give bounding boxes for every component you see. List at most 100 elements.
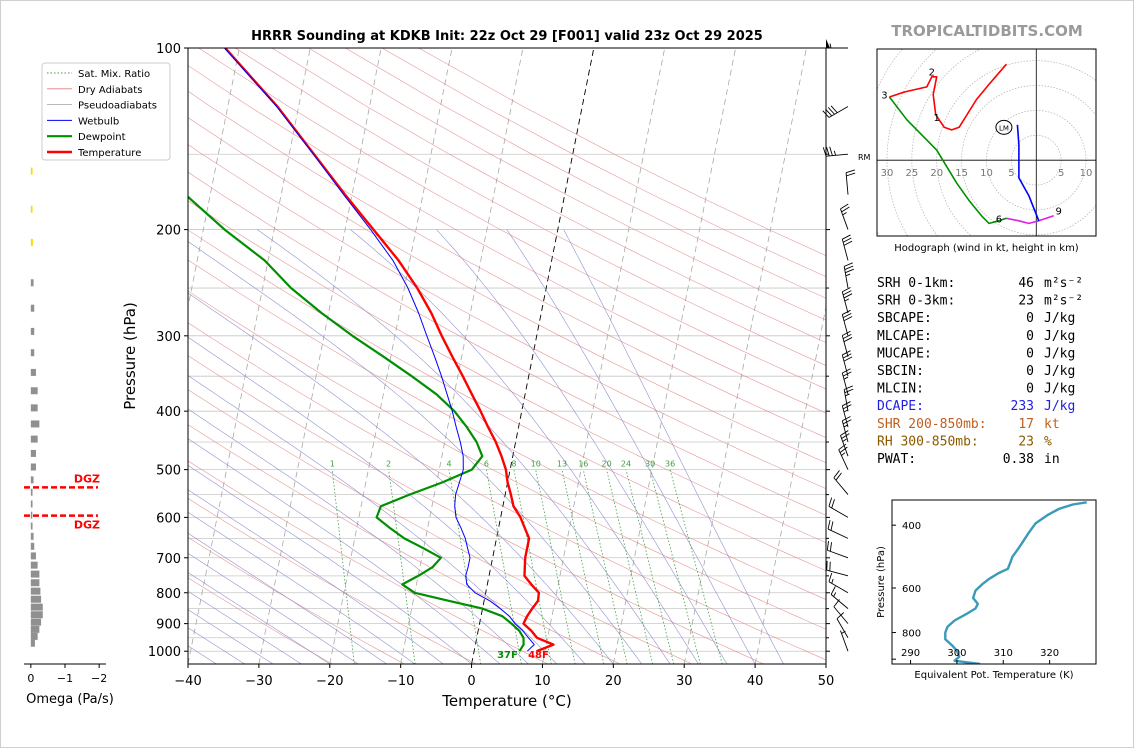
omega-bar xyxy=(30,476,34,484)
dry-adiabat-line xyxy=(308,48,826,321)
barb-full xyxy=(831,499,835,509)
index-value: 0 xyxy=(1026,382,1034,397)
mixing-ratio-label: 30 xyxy=(645,460,655,469)
barb-full xyxy=(843,356,853,362)
omega-bar xyxy=(30,532,34,540)
barb-full xyxy=(843,316,853,322)
x-tick-label: 30 xyxy=(676,674,693,689)
isotherm-line xyxy=(258,48,382,664)
thetae-x-label: Equivalent Pot. Temperature (K) xyxy=(914,670,1073,681)
index-row: MLCIN: 0 J/kg xyxy=(877,382,1075,397)
omega-bar xyxy=(30,368,36,376)
omega-bar xyxy=(30,238,33,246)
barb-staff xyxy=(828,581,849,594)
x-tick-label: −40 xyxy=(174,674,201,689)
barb-staff xyxy=(841,335,849,357)
isotherm-line xyxy=(683,48,807,664)
omega-bar xyxy=(30,349,35,357)
barb-full xyxy=(842,404,852,410)
hodo-frame xyxy=(876,48,1097,237)
barb-flag xyxy=(826,39,830,48)
wind-barb xyxy=(845,169,856,195)
surface-temp-label: 48F xyxy=(528,650,549,661)
omega-tick-label: −1 xyxy=(57,672,73,685)
thetae-y-tick-label: 800 xyxy=(902,629,921,640)
surface-dewpoint-label: 37F xyxy=(497,650,518,661)
wind-barb xyxy=(841,350,853,377)
hodo-ring-label: 10 xyxy=(980,168,993,179)
barb-full xyxy=(842,353,852,359)
barb-staff xyxy=(838,449,849,470)
mixing-ratio-line xyxy=(331,469,355,664)
dry-adiabat-line xyxy=(188,322,826,661)
dry-adiabat-line xyxy=(188,290,826,630)
index-unit: kt xyxy=(1044,417,1060,432)
barb-full xyxy=(845,169,856,174)
dgz-label: DGZ xyxy=(74,472,100,485)
moist-adiabat-line xyxy=(188,590,302,664)
barb-full xyxy=(843,240,853,246)
y-tick-label: 400 xyxy=(156,405,181,420)
wind-barbs: RM xyxy=(822,39,871,652)
legend-label: Temperature xyxy=(77,148,141,159)
y-axis-label: Pressure (hPa) xyxy=(121,302,139,410)
omega-bar xyxy=(30,387,38,395)
dry-adiabat-line xyxy=(188,229,826,572)
index-row: SBCIN: 0 J/kg xyxy=(877,364,1075,379)
index-unit: J/kg xyxy=(1044,329,1075,344)
thetae-y-tick-label: 600 xyxy=(902,584,921,595)
hodo-ring-label: 5 xyxy=(1008,168,1014,179)
barb-staff xyxy=(827,549,849,559)
barb-full xyxy=(846,172,856,177)
index-unit: J/kg xyxy=(1044,364,1075,379)
moist-adiabat-line xyxy=(188,572,330,664)
barb-full xyxy=(840,203,849,210)
barb-half xyxy=(842,212,847,216)
wind-barb xyxy=(843,385,854,412)
legend-item: Dewpoint xyxy=(47,132,126,143)
lm-marker xyxy=(995,119,1013,135)
wind-barb xyxy=(840,630,849,652)
wind-barb xyxy=(833,470,849,495)
omega-bar xyxy=(30,595,42,603)
isotherm-line xyxy=(188,48,311,664)
barb-full xyxy=(843,337,853,343)
chart-title: HRRR Sounding at KDKB Init: 22z Oct 29 [… xyxy=(251,29,763,44)
y-tick-label: 500 xyxy=(156,464,181,479)
legend-label: Dry Adiabats xyxy=(78,85,142,96)
legend-item: Dry Adiabats xyxy=(47,85,142,96)
dry-adiabat-line xyxy=(188,355,764,664)
moist-adiabat-line xyxy=(506,229,756,664)
y-tick-label: 900 xyxy=(156,618,181,633)
index-label: MLCAPE: xyxy=(877,329,932,344)
barb-full xyxy=(842,368,851,374)
index-label: RH 300-850mb: xyxy=(877,434,979,449)
barb-full xyxy=(826,146,830,156)
barb-full xyxy=(829,146,833,156)
index-unit: J/kg xyxy=(1044,346,1075,361)
barb-full xyxy=(841,433,850,439)
hodo-ring-label: 10 xyxy=(1080,168,1093,179)
moist-adiabat-line xyxy=(188,408,529,664)
barb-half xyxy=(841,630,846,634)
omega-panel: 0 −1 −2 Omega (Pa/s) DGZ DGZ xyxy=(24,167,114,707)
barb-staff xyxy=(833,477,849,495)
barb-full xyxy=(845,268,854,274)
omega-bar xyxy=(30,500,33,508)
y-tick-label: 300 xyxy=(156,330,181,345)
barb-full xyxy=(827,107,835,115)
x-tick-label: 50 xyxy=(818,674,835,689)
omega-bar xyxy=(30,205,33,213)
isotherm-line xyxy=(612,48,736,664)
omega-bar xyxy=(30,561,38,569)
barb-full xyxy=(838,443,847,451)
omega-bar xyxy=(30,611,43,619)
index-value: 17 xyxy=(1018,417,1034,432)
thetae-y-tick-label: 400 xyxy=(902,521,921,532)
mixing-ratio-label: 8 xyxy=(511,460,516,469)
omega-bar xyxy=(30,327,35,335)
barb-full xyxy=(830,521,834,531)
barb-full xyxy=(844,388,854,394)
barb-staff xyxy=(830,594,849,609)
skewt-plot-area: 1 2 4 6 8 10 13 16 20 24 30 36 xyxy=(188,48,826,664)
